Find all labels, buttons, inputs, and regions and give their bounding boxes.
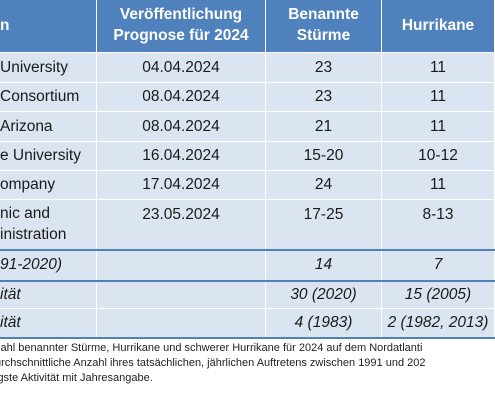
date-cell: 23.05.2024 bbox=[97, 200, 266, 250]
caption-line: urchschnittliche Anzahl ihres tatsächlic… bbox=[0, 357, 426, 369]
summary-label: ität bbox=[0, 282, 97, 308]
summary-empty bbox=[97, 309, 266, 338]
institution-cell: e University bbox=[0, 142, 97, 171]
named-storms-cell: 23 bbox=[266, 83, 382, 112]
divider bbox=[0, 249, 495, 251]
summary-hurricanes: 15 (2005) bbox=[382, 282, 495, 308]
hurricanes-cell: 11 bbox=[382, 112, 495, 142]
table-row: Consortium 08.04.2024 23 11 bbox=[0, 82, 495, 112]
named-storms-cell: 23 bbox=[266, 53, 382, 83]
date-cell: 16.04.2024 bbox=[97, 142, 266, 171]
header-hurricanes: Hurrikane bbox=[382, 0, 495, 52]
date-cell: 17.04.2024 bbox=[97, 171, 266, 200]
date-cell: 04.04.2024 bbox=[97, 53, 266, 83]
summary-named-storms: 4 (1983) bbox=[266, 309, 382, 338]
hurricanes-cell: 11 bbox=[382, 83, 495, 112]
summary-label: ität bbox=[0, 309, 97, 338]
hurricanes-cell: 11 bbox=[382, 53, 495, 83]
named-storms-cell: 15-20 bbox=[266, 142, 382, 171]
table-row: ompany 17.04.2024 24 11 bbox=[0, 170, 495, 200]
institution-cell: ompany bbox=[0, 171, 97, 200]
header-named-storms: Benannte Stürme bbox=[266, 0, 382, 52]
caption-line: igste Aktivität mit Jahresangabe. bbox=[0, 372, 153, 384]
caption-line: zahl benannter Stürme, Hurrikane und sch… bbox=[0, 342, 423, 354]
institution-cell: Arizona bbox=[0, 112, 97, 142]
institution-cell: nic and inistration bbox=[0, 200, 97, 250]
date-cell: 08.04.2024 bbox=[97, 83, 266, 112]
summary-row-average: 91-2020) 14 7 bbox=[0, 251, 495, 280]
divider bbox=[0, 280, 495, 282]
hurricanes-cell: 10-12 bbox=[382, 142, 495, 171]
summary-hurricanes: 2 (1982, 2013) bbox=[382, 309, 495, 338]
date-cell: 08.04.2024 bbox=[97, 112, 266, 142]
hurricanes-cell: 11 bbox=[382, 171, 495, 200]
summary-empty bbox=[97, 251, 266, 280]
divider bbox=[0, 337, 495, 339]
named-storms-cell: 21 bbox=[266, 112, 382, 142]
institution-cell: University bbox=[0, 53, 97, 83]
table-row: University 04.04.2024 23 11 bbox=[0, 52, 495, 83]
summary-empty bbox=[97, 282, 266, 308]
institution-cell: Consortium bbox=[0, 83, 97, 112]
summary-row-min: ität 4 (1983) 2 (1982, 2013) bbox=[0, 308, 495, 338]
hurricanes-cell: 8-13 bbox=[382, 200, 495, 250]
table-caption: zahl benannter Stürme, Hurrikane und sch… bbox=[0, 341, 495, 386]
named-storms-cell: 17-25 bbox=[266, 200, 382, 250]
table-row: Arizona 08.04.2024 21 11 bbox=[0, 111, 495, 142]
table-row: e University 16.04.2024 15-20 10-12 bbox=[0, 141, 495, 171]
summary-label: 91-2020) bbox=[0, 251, 97, 280]
table-header-row: n Veröffentlichung Prognose für 2024 Bena… bbox=[0, 0, 495, 52]
summary-named-storms: 14 bbox=[266, 251, 382, 280]
summary-named-storms: 30 (2020) bbox=[266, 282, 382, 308]
summary-hurricanes: 7 bbox=[382, 251, 495, 280]
header-publication-date: Veröffentlichung Prognose für 2024 bbox=[97, 0, 266, 52]
summary-row-max: ität 30 (2020) 15 (2005) bbox=[0, 282, 495, 308]
table-row: nic and inistration 23.05.2024 17-25 8-13 bbox=[0, 199, 495, 250]
header-institution: n bbox=[0, 0, 97, 52]
named-storms-cell: 24 bbox=[266, 171, 382, 200]
